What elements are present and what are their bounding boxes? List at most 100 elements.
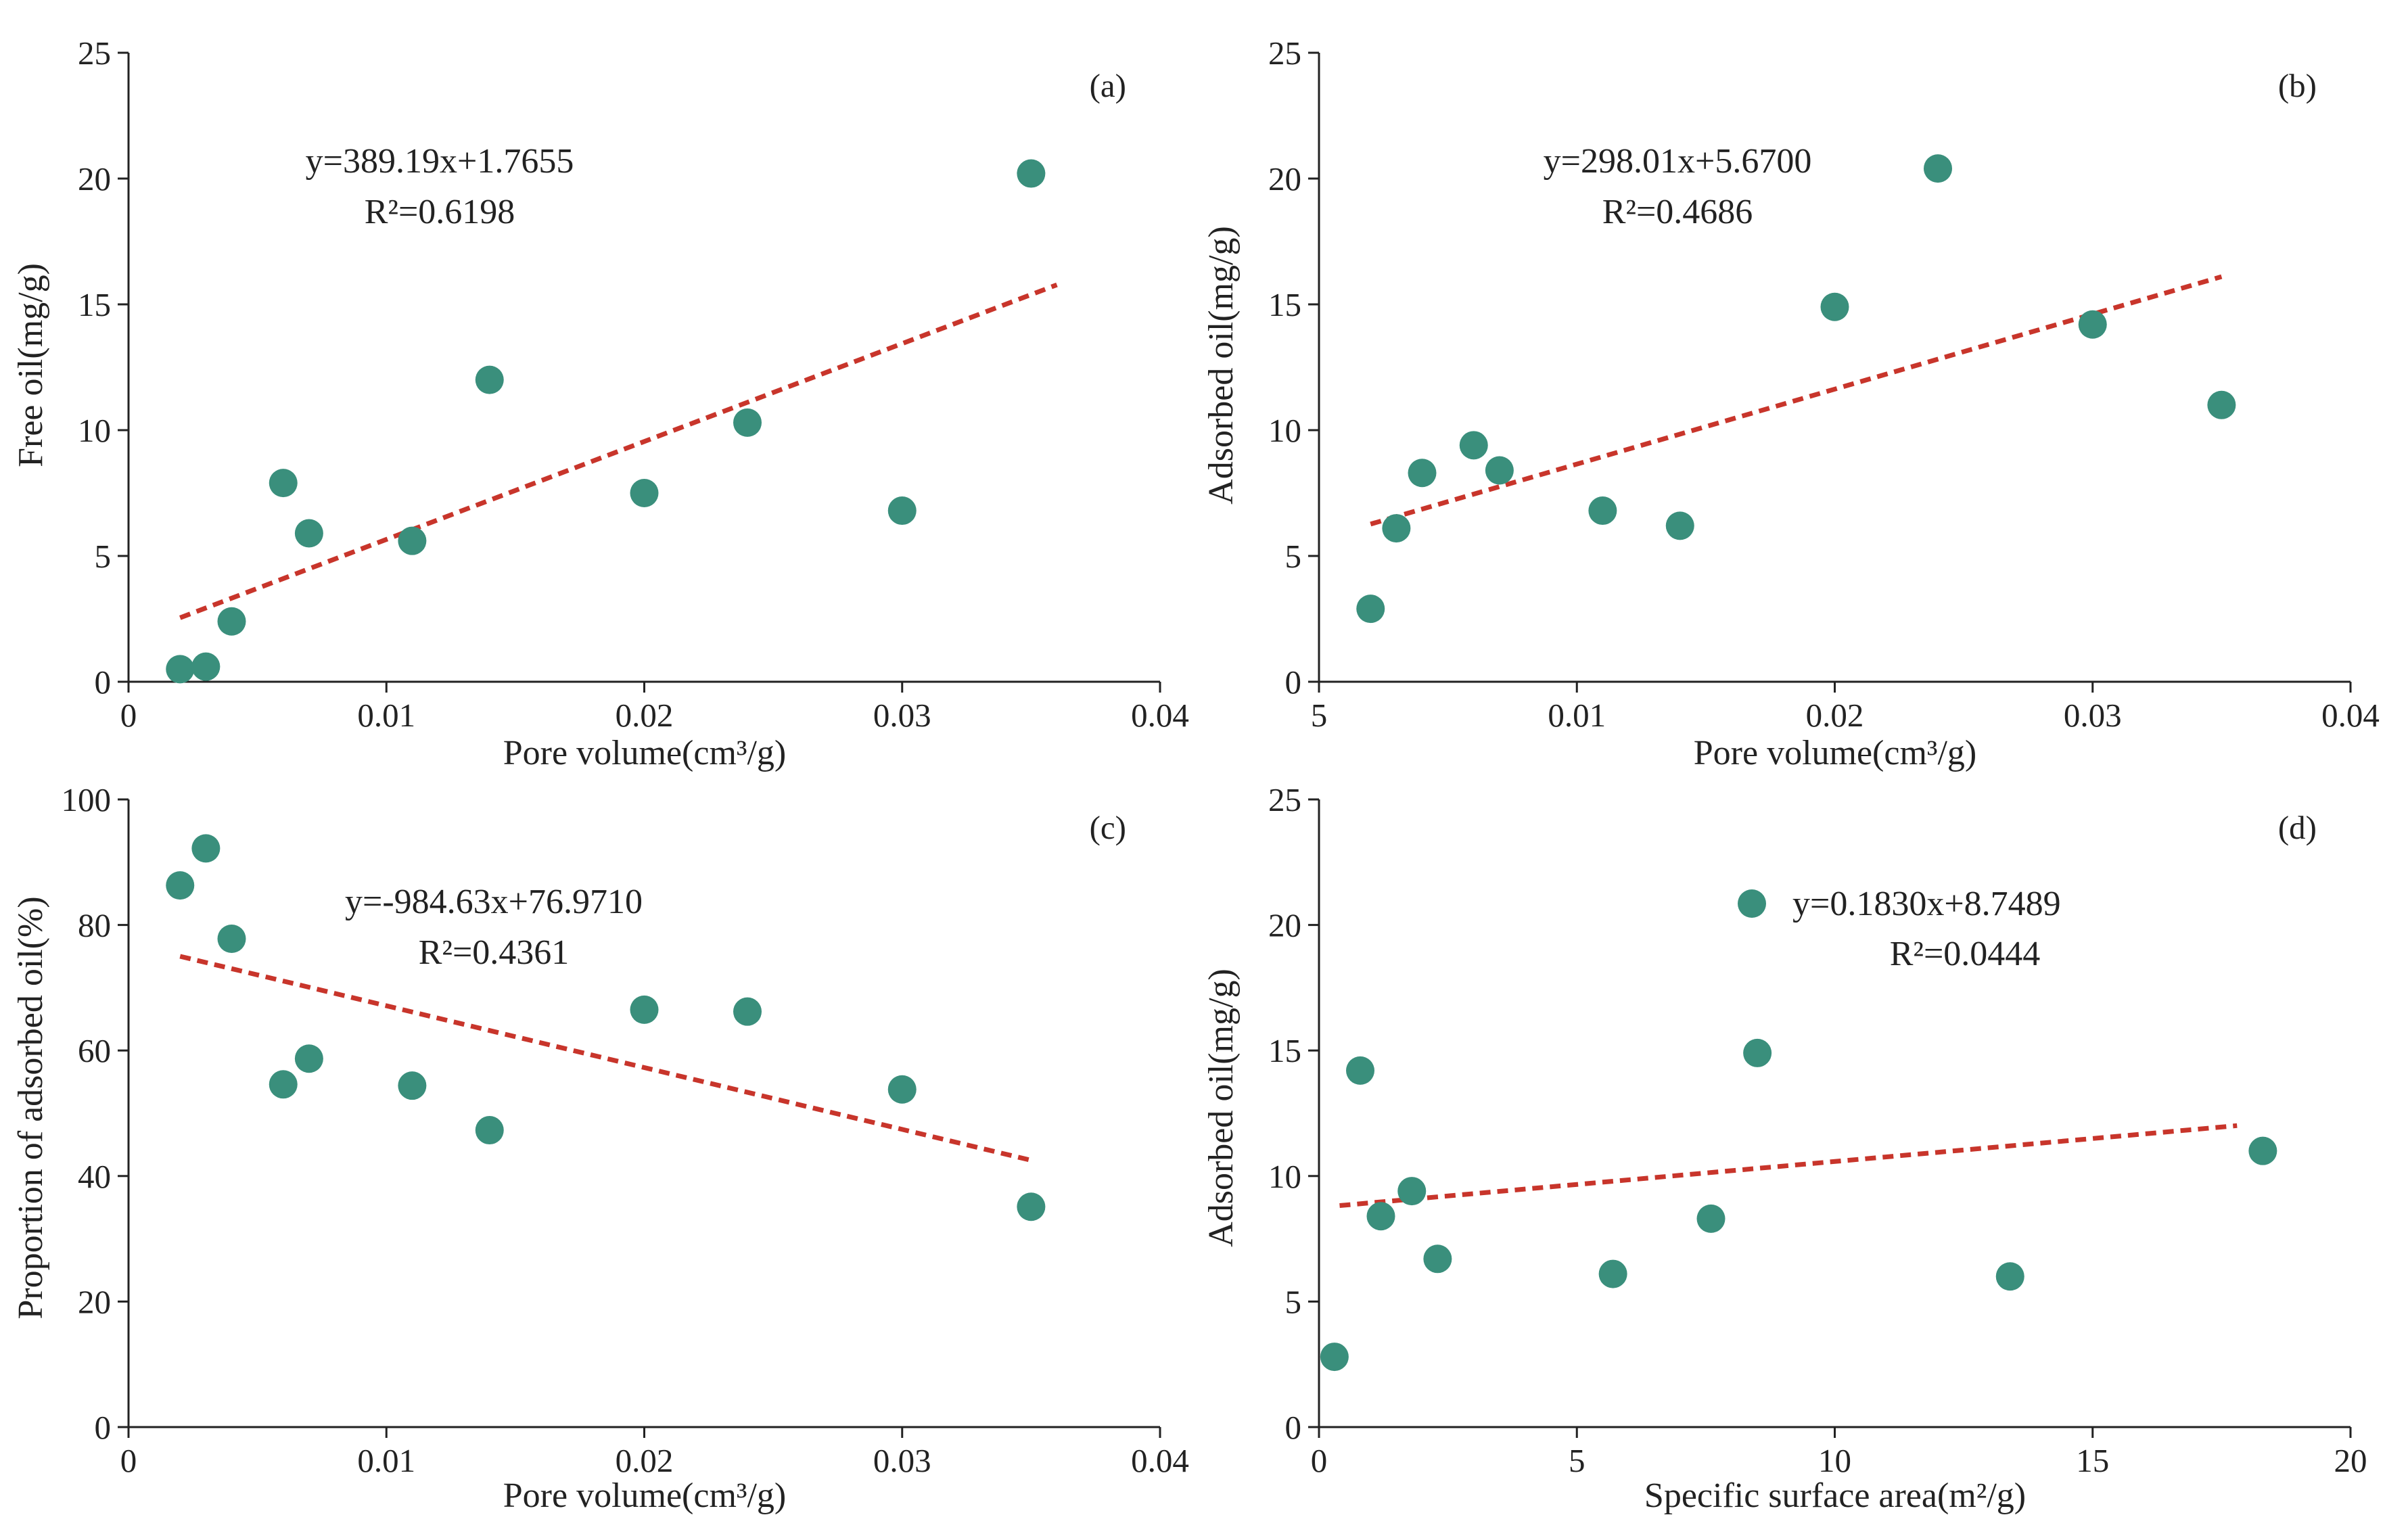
x-tick-label: 0.02 — [616, 1442, 674, 1479]
y-tick-label: 20 — [78, 1283, 111, 1320]
data-point — [398, 526, 427, 555]
y-tick-label: 40 — [78, 1158, 111, 1195]
data-point — [1397, 1177, 1427, 1206]
y-tick-label: 15 — [1268, 286, 1301, 323]
x-tick-label: 0 — [120, 697, 137, 734]
data-point — [475, 1116, 504, 1145]
data-point — [630, 479, 659, 507]
x-tick-label: 0.03 — [873, 1442, 931, 1479]
y-tick-label: 10 — [1268, 1158, 1301, 1195]
panel-a: 0 0.01 0.02 0.03 0.04 0 5 10 15 20 25 (a) y=389.19… — [11, 34, 1189, 772]
y-tick-label: 60 — [78, 1032, 111, 1069]
x-tick-label: 0.03 — [2064, 697, 2122, 734]
y-tick-label: 10 — [78, 412, 111, 449]
r-squared: R²=0.6198 — [365, 193, 515, 231]
x-tick-label: 0 — [120, 1442, 137, 1479]
x-tick-label: 0.02 — [1806, 697, 1864, 734]
y-tick-label: 0 — [1285, 663, 1302, 701]
data-point — [166, 871, 195, 900]
data-point — [733, 997, 762, 1026]
data-point — [1017, 159, 1046, 188]
data-point — [2078, 310, 2107, 339]
data-point — [1598, 1259, 1627, 1288]
y-tick-label: 25 — [1268, 34, 1301, 72]
y-tick-label: 5 — [1285, 538, 1302, 575]
x-tick-label: 0.03 — [873, 697, 931, 734]
y-tick-label: 10 — [1268, 412, 1301, 449]
panel-label: (d) — [2278, 809, 2317, 846]
data-point — [1382, 514, 1411, 543]
y-tick-label: 0 — [1285, 1409, 1302, 1446]
data-point — [2207, 390, 2236, 419]
r-squared: R²=0.4686 — [1602, 193, 1753, 231]
y-tick-label: 5 — [95, 538, 112, 575]
x-tick-label: 10 — [1818, 1442, 1851, 1479]
y-tick-label: 15 — [78, 286, 111, 323]
y-axis-title: Adsorbed oil(mg/g) — [1202, 226, 1241, 505]
y-tick-label: 20 — [1268, 160, 1301, 197]
data-point — [1485, 456, 1514, 485]
data-point — [217, 925, 246, 954]
data-point — [733, 408, 762, 437]
data-point — [1665, 511, 1694, 540]
trend-line — [1370, 274, 2223, 527]
panel-label: (b) — [2278, 67, 2317, 104]
fit-equation: y=-984.63x+76.9710 — [345, 883, 643, 921]
x-tick-label: 20 — [2334, 1442, 2367, 1479]
y-tick-label: 80 — [78, 907, 111, 944]
x-tick-label: 5 — [1311, 697, 1328, 734]
data-point — [294, 519, 323, 548]
y-axis-title: Free oil(mg/g) — [11, 263, 50, 467]
data-point — [1356, 595, 1385, 624]
fit-equation: y=0.1830x+8.7489 — [1792, 885, 2061, 923]
x-tick-label: 0.01 — [357, 697, 415, 734]
data-point — [887, 1075, 917, 1104]
fit-equation: y=389.19x+1.7655 — [306, 142, 574, 181]
panel-label: (c) — [1090, 809, 1126, 846]
data-point — [2248, 1136, 2277, 1165]
data-point — [1696, 1204, 1726, 1233]
r-squared: R²=0.0444 — [1890, 935, 2041, 973]
x-tick-label: 15 — [2076, 1442, 2109, 1479]
x-tick-label: 0.01 — [1548, 697, 1606, 734]
trend-line — [179, 954, 1032, 1163]
data-point — [217, 607, 246, 636]
data-point — [1459, 431, 1488, 460]
x-tick-label: 5 — [1569, 1442, 1585, 1479]
y-axis-title: Proportion of adsorbed oil(%) — [11, 896, 50, 1319]
data-point — [1995, 1262, 2024, 1291]
data-point — [1743, 1038, 1772, 1067]
panel-c: 0 0.01 0.02 0.03 0.04 0 20 40 60 80 100 (c) y=-984… — [11, 781, 1189, 1515]
data-point — [1588, 496, 1617, 526]
data-point — [1017, 1192, 1046, 1221]
y-tick-label: 5 — [1285, 1283, 1302, 1320]
y-tick-label: 0 — [95, 663, 112, 701]
y-tick-label: 20 — [78, 160, 111, 197]
x-tick-label: 0.01 — [357, 1442, 415, 1479]
x-axis-title: Pore volume(cm³/g) — [503, 734, 787, 772]
y-tick-label: 0 — [95, 1409, 112, 1446]
data-point — [191, 652, 221, 681]
x-axis-title: Specific surface area(m²/g) — [1644, 1476, 2026, 1515]
y-tick-label: 15 — [1268, 1032, 1301, 1069]
data-point — [1346, 1056, 1374, 1085]
data-point — [1366, 1202, 1395, 1231]
data-point — [475, 365, 504, 394]
panel-label: (a) — [1090, 67, 1126, 104]
data-point — [630, 995, 659, 1024]
data-point — [269, 1070, 298, 1099]
data-point — [1320, 1343, 1349, 1372]
x-tick-label: 0 — [1311, 1442, 1328, 1479]
y-tick-label: 100 — [62, 781, 112, 818]
x-tick-label: 0.04 — [2321, 697, 2380, 734]
y-tick-label: 20 — [1268, 907, 1301, 944]
data-point — [294, 1044, 323, 1073]
x-tick-label: 0.02 — [616, 697, 674, 734]
trend-line — [179, 282, 1058, 620]
x-tick-label: 0.04 — [1131, 1442, 1189, 1479]
y-tick-label: 25 — [78, 34, 111, 72]
data-point — [269, 469, 298, 498]
